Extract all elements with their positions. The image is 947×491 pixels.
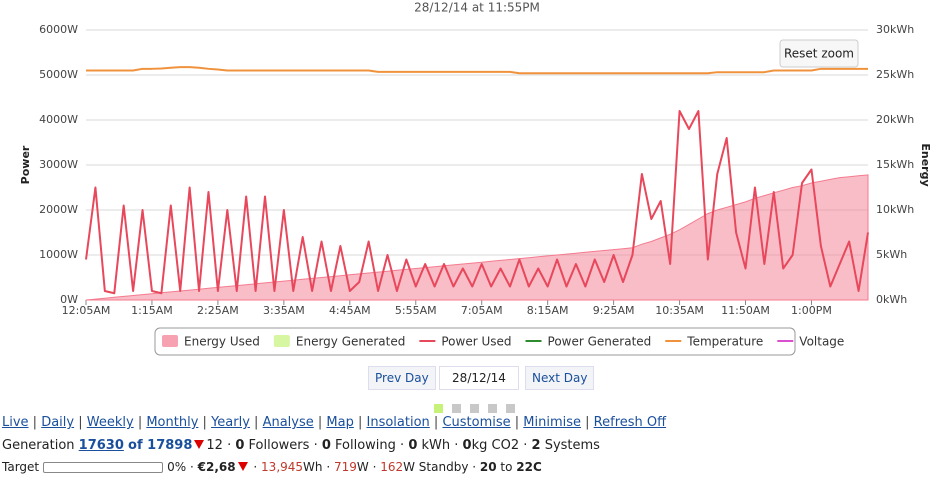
y-tick-label: 6000W xyxy=(39,23,78,36)
x-tick-label: 8:15AM xyxy=(527,304,569,317)
next-day-button[interactable]: Next Day xyxy=(525,366,595,390)
y2-axis-label: Energy xyxy=(919,143,932,186)
rank-of: of 17898 xyxy=(128,438,193,453)
co2-label: kg CO2 xyxy=(471,438,520,453)
x-tick-label: 9:25AM xyxy=(593,304,635,317)
y2-tick-label: 5kWh xyxy=(876,248,907,261)
temp-high: 22C xyxy=(516,460,542,474)
legend-label: Power Used xyxy=(441,335,511,349)
rank[interactable]: 17630 xyxy=(78,438,124,453)
nav-link[interactable]: Minimise xyxy=(511,415,581,430)
chart: 28/12/14 at 11:55PM Power Energy Reset z… xyxy=(19,1,932,356)
followers: 0 xyxy=(235,438,245,453)
x-tick-label: 10:35AM xyxy=(655,304,704,317)
generation-row: Generation 17630 of 17898120 Followers0 … xyxy=(2,438,600,453)
y2-tick-label: 20kWh xyxy=(876,113,914,126)
progress-bar xyxy=(43,462,164,473)
x-tick-label: 3:35AM xyxy=(263,304,305,317)
y-axis-label: Power xyxy=(19,145,32,184)
nav-link[interactable]: Live xyxy=(2,415,29,430)
y-tick-label: 5000W xyxy=(39,68,78,81)
energy-unit: Wh xyxy=(303,460,323,474)
page-dots xyxy=(434,398,524,417)
reset-zoom-button[interactable] xyxy=(779,39,859,68)
legend-swatch xyxy=(273,335,290,347)
chart-title: 28/12/14 at 11:55PM xyxy=(414,1,540,15)
y2-tick-label: 15kWh xyxy=(876,158,914,171)
following: 0 xyxy=(321,438,331,453)
nav-link[interactable]: Insolation xyxy=(354,415,430,430)
nav-link[interactable]: Customise xyxy=(430,415,510,430)
y2-tick-label: 25kWh xyxy=(876,68,914,81)
nav-link[interactable]: Daily xyxy=(29,415,74,430)
x-tick-label: 2:25AM xyxy=(197,304,239,317)
line xyxy=(85,110,869,295)
reset-zoom-label[interactable]: Reset zoom xyxy=(784,47,854,61)
kwh-label: kWh xyxy=(421,438,451,453)
power: 719 xyxy=(333,460,357,474)
y2-tick-label: 10kWh xyxy=(876,203,914,216)
temp-low: 20 xyxy=(479,460,497,474)
y-tick-label: 0W xyxy=(60,293,78,306)
legend-label: Energy Generated xyxy=(296,335,406,349)
x-tick-label: 12:05AM xyxy=(62,304,111,317)
x-tick-label: 1:00PM xyxy=(791,304,832,317)
power-unit: W xyxy=(356,460,369,474)
label: Generation xyxy=(2,438,75,453)
kwh: 0 xyxy=(408,438,418,453)
followers-label: Followers xyxy=(248,438,310,453)
x-tick-label: 1:15AM xyxy=(131,304,173,317)
temp-to: to xyxy=(500,460,513,474)
y2-tick-label: 0kWh xyxy=(876,293,907,306)
legend-label: Temperature xyxy=(686,335,763,349)
energy: 13,945 xyxy=(261,460,304,474)
legend-label: Voltage xyxy=(799,335,844,349)
legend-box xyxy=(154,327,796,356)
x-tick-label: 7:05AM xyxy=(461,304,503,317)
legend-label: Power Generated xyxy=(548,335,652,349)
y-tick-label: 4000W xyxy=(39,113,78,126)
y2-tick-label: 30kWh xyxy=(876,23,914,36)
date-field[interactable]: 28/12/14 xyxy=(439,366,519,390)
line xyxy=(86,66,868,75)
standby-label: W Standby xyxy=(403,460,469,474)
rank-change: 12 xyxy=(206,438,223,453)
x-tick-label: 11:50AM xyxy=(721,304,770,317)
nav-link[interactable]: Analyse xyxy=(250,415,314,430)
standby: 162 xyxy=(380,460,404,474)
nav-link[interactable]: Refresh Off xyxy=(581,415,666,430)
systems: 2 xyxy=(531,438,541,453)
label: Target xyxy=(2,460,40,474)
cost: €2,68 xyxy=(197,460,236,474)
nav-link[interactable]: Weekly xyxy=(74,415,134,430)
systems-label: Systems xyxy=(544,438,600,453)
percent: 0% xyxy=(167,460,187,474)
legend-swatch xyxy=(162,335,178,347)
link-row: LiveDailyWeeklyMonthlyYearlyAnalyseMapIn… xyxy=(2,415,666,430)
y-tick-label: 1000W xyxy=(39,248,78,261)
following-label: Following xyxy=(335,438,396,453)
nav-link[interactable]: Map xyxy=(314,415,353,430)
x-tick-label: 4:45AM xyxy=(329,304,371,317)
x-tick-label: 5:55AM xyxy=(395,304,437,317)
nav-link[interactable]: Monthly xyxy=(134,415,198,430)
y-tick-label: 2000W xyxy=(39,203,78,216)
nav-link[interactable]: Yearly xyxy=(198,415,250,430)
legend-label: Energy Used xyxy=(184,335,260,349)
co2: 0 xyxy=(462,438,472,453)
y-tick-label: 3000W xyxy=(39,158,78,171)
prev-day-button[interactable]: Prev Day xyxy=(368,366,436,390)
